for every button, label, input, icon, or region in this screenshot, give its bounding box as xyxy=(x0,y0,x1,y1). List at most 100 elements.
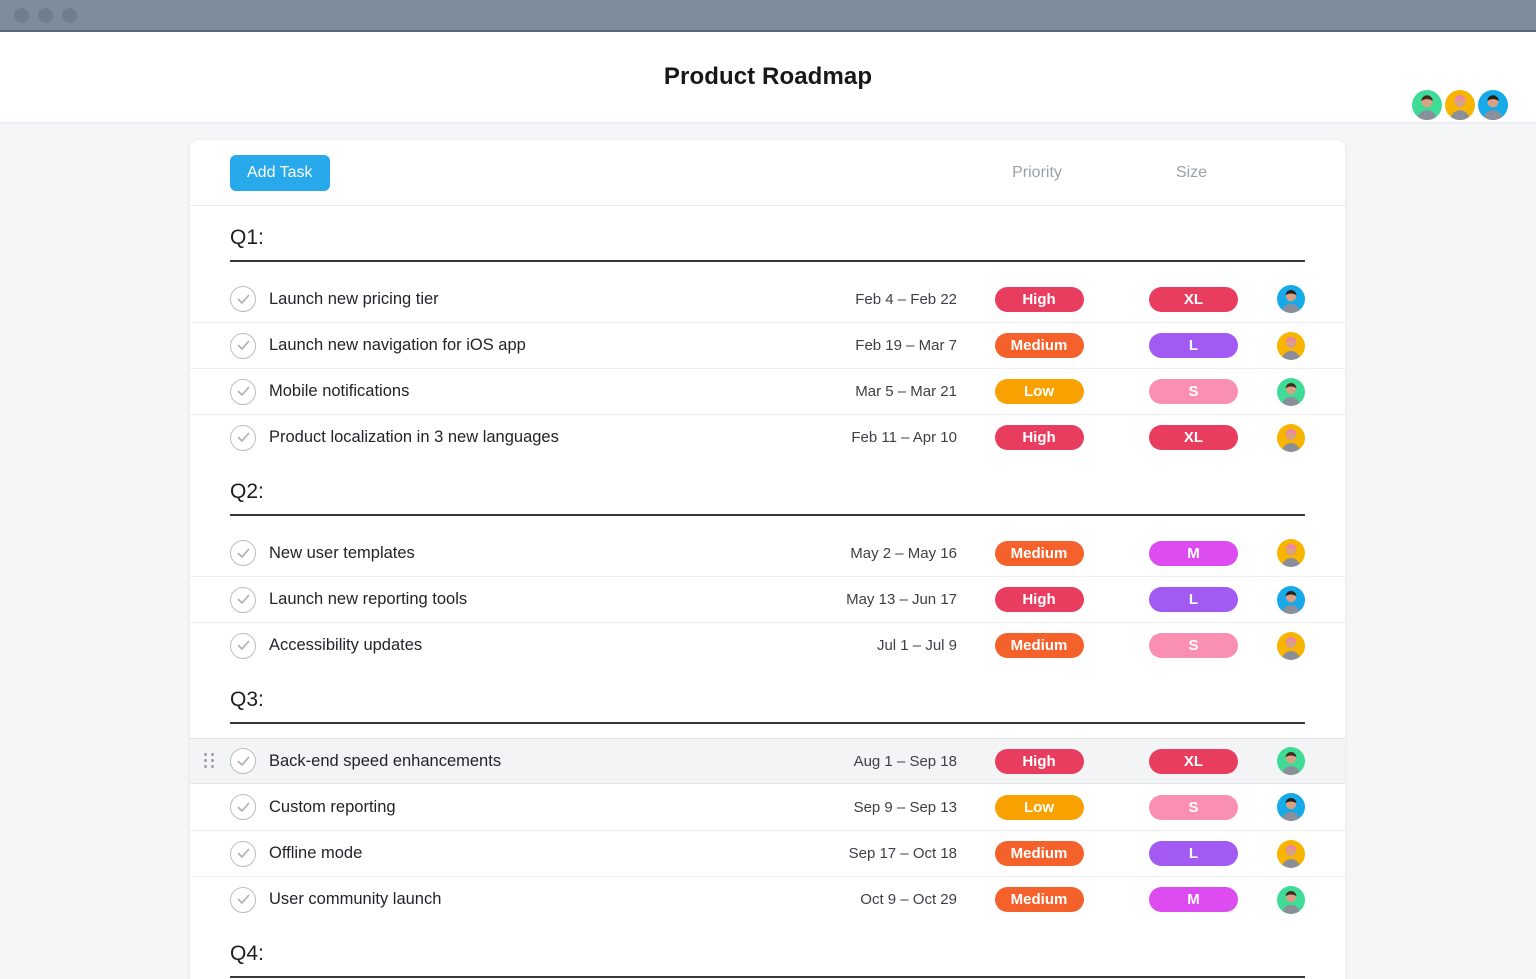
section-label: Q2: xyxy=(230,480,264,503)
size-cell: XL xyxy=(1149,286,1238,312)
size-pill[interactable]: S xyxy=(1149,633,1238,658)
task-title: Launch new pricing tier xyxy=(269,289,439,308)
task-row[interactable]: Custom reporting Sep 9 – Sep 13 Low S xyxy=(190,784,1345,830)
priority-pill[interactable]: Medium xyxy=(994,540,1084,566)
task-date-range: Mar 5 – Mar 21 xyxy=(855,383,957,400)
task-complete-checkmark-icon[interactable] xyxy=(230,586,256,613)
avatar-green-member[interactable] xyxy=(1277,747,1305,775)
task-row[interactable]: New user templates May 2 – May 16 Medium M xyxy=(190,530,1345,576)
size-cell: L xyxy=(1149,333,1238,358)
task-complete-checkmark-icon[interactable] xyxy=(230,286,256,312)
task-row[interactable]: Launch new reporting tools May 13 – Jun 1… xyxy=(190,576,1345,622)
size-pill[interactable]: XL xyxy=(1149,286,1238,312)
priority-cell: Medium xyxy=(994,887,1084,912)
section-label: Q3: xyxy=(230,688,264,711)
task-complete-checkmark-icon[interactable] xyxy=(230,540,256,566)
avatar-blue-member[interactable] xyxy=(1476,88,1510,122)
avatar-yellow-member[interactable] xyxy=(1277,423,1305,452)
window-control-dot[interactable] xyxy=(38,7,53,23)
sections-container: Q1: Launch new pricing tier Feb 4 – Feb 2… xyxy=(190,226,1345,978)
priority-pill[interactable]: Medium xyxy=(994,887,1084,912)
priority-cell: High xyxy=(994,587,1084,612)
priority-pill[interactable]: High xyxy=(994,587,1084,612)
section-header: Q3: xyxy=(230,688,1305,724)
size-cell: M xyxy=(1149,887,1238,912)
task-complete-checkmark-icon[interactable] xyxy=(230,748,256,774)
task-title: Launch new navigation for iOS app xyxy=(269,336,526,354)
size-cell: M xyxy=(1149,540,1238,566)
size-pill[interactable]: S xyxy=(1149,379,1238,404)
task-complete-checkmark-icon[interactable] xyxy=(230,794,256,820)
task-date-range: Feb 11 – Apr 10 xyxy=(851,429,957,446)
priority-pill[interactable]: High xyxy=(994,425,1084,450)
size-pill[interactable]: L xyxy=(1149,333,1238,358)
window-control-dot[interactable] xyxy=(62,7,77,23)
priority-pill[interactable]: High xyxy=(994,748,1084,774)
avatar-green-member[interactable] xyxy=(1277,885,1305,914)
task-title: Custom reporting xyxy=(269,797,396,816)
size-cell: S xyxy=(1149,633,1238,658)
task-row[interactable]: Back-end speed enhancements Aug 1 – Sep 1… xyxy=(190,738,1345,784)
task-date-range: Sep 17 – Oct 18 xyxy=(848,845,957,862)
section-q2: Q2: New user templates May 2 – May 16 Medi… xyxy=(190,480,1345,668)
task-complete-checkmark-icon[interactable] xyxy=(230,332,256,359)
task-date-range: Sep 9 – Sep 13 xyxy=(853,798,957,816)
task-complete-checkmark-icon[interactable] xyxy=(230,840,256,867)
add-task-button[interactable]: Add Task xyxy=(230,154,330,191)
avatar-blue-member[interactable] xyxy=(1277,793,1305,821)
size-pill[interactable]: XL xyxy=(1149,425,1238,450)
size-pill[interactable]: M xyxy=(1149,540,1238,566)
size-cell: L xyxy=(1149,841,1238,866)
task-row[interactable]: Launch new navigation for iOS app Feb 19 … xyxy=(190,322,1345,368)
size-pill[interactable]: S xyxy=(1149,794,1238,820)
avatar-yellow-member[interactable] xyxy=(1277,631,1305,660)
size-pill[interactable]: M xyxy=(1149,887,1238,912)
roadmap-card: Add Task Priority Size Q1: Launch new pr… xyxy=(190,140,1345,979)
avatar-green-member[interactable] xyxy=(1410,88,1444,122)
section-rows: Launch new pricing tier Feb 4 – Feb 22 Hig… xyxy=(190,276,1345,460)
avatar-yellow-member[interactable] xyxy=(1277,539,1305,567)
priority-pill[interactable]: High xyxy=(994,286,1084,312)
task-row[interactable]: User community launch Oct 9 – Oct 29 Mediu… xyxy=(190,876,1345,922)
priority-pill[interactable]: Medium xyxy=(994,841,1084,866)
task-row[interactable]: Offline mode Sep 17 – Oct 18 Medium L xyxy=(190,830,1345,876)
task-row[interactable]: Launch new pricing tier Feb 4 – Feb 22 Hig… xyxy=(190,276,1345,322)
size-pill[interactable]: L xyxy=(1149,587,1238,612)
section-label: Q1: xyxy=(230,226,264,249)
size-cell: S xyxy=(1149,379,1238,404)
size-cell: XL xyxy=(1149,748,1238,774)
avatar-yellow-member[interactable] xyxy=(1277,839,1305,868)
size-cell: L xyxy=(1149,587,1238,612)
avatar-blue-member[interactable] xyxy=(1277,585,1305,614)
task-date-range: Feb 19 – Mar 7 xyxy=(855,337,957,354)
avatar-yellow-member[interactable] xyxy=(1443,88,1477,122)
assignee-cell xyxy=(1277,377,1305,406)
avatar-blue-member[interactable] xyxy=(1277,285,1305,313)
task-title: Accessibility updates xyxy=(269,636,423,654)
task-title: Mobile notifications xyxy=(269,382,410,400)
task-complete-checkmark-icon[interactable] xyxy=(230,886,256,913)
priority-pill[interactable]: Medium xyxy=(994,333,1084,358)
task-complete-checkmark-icon[interactable] xyxy=(230,424,256,451)
size-pill[interactable]: L xyxy=(1149,841,1238,866)
size-pill[interactable]: XL xyxy=(1149,748,1238,774)
priority-pill[interactable]: Medium xyxy=(994,633,1084,658)
task-complete-checkmark-icon[interactable] xyxy=(230,632,256,659)
priority-pill[interactable]: Low xyxy=(994,794,1084,820)
avatar-yellow-member[interactable] xyxy=(1277,331,1305,360)
drag-handle-icon[interactable] xyxy=(204,753,216,771)
assignee-cell xyxy=(1277,839,1305,868)
team-avatar-group[interactable] xyxy=(1410,88,1510,122)
section-rows: Back-end speed enhancements Aug 1 – Sep 1… xyxy=(190,738,1345,922)
task-title: Back-end speed enhancements xyxy=(269,751,502,770)
priority-pill[interactable]: Low xyxy=(994,379,1084,404)
avatar-green-member[interactable] xyxy=(1277,377,1305,406)
task-row[interactable]: Mobile notifications Mar 5 – Mar 21 Low S xyxy=(190,368,1345,414)
task-complete-checkmark-icon[interactable] xyxy=(230,378,256,405)
size-cell: S xyxy=(1149,794,1238,820)
task-row[interactable]: Product localization in 3 new languages F… xyxy=(190,414,1345,460)
assignee-cell xyxy=(1277,539,1305,567)
window-control-dot[interactable] xyxy=(14,7,29,23)
section-header: Q1: xyxy=(230,226,1305,262)
task-row[interactable]: Accessibility updates Jul 1 – Jul 9 Medium… xyxy=(190,622,1345,668)
